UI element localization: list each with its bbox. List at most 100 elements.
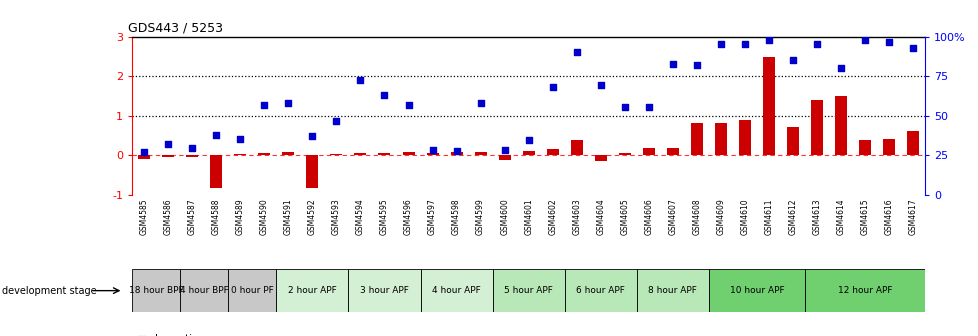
Text: GSM4609: GSM4609 xyxy=(716,199,725,235)
Text: GSM4594: GSM4594 xyxy=(356,199,365,235)
Point xyxy=(352,77,368,82)
Bar xyxy=(450,152,462,155)
Point xyxy=(545,85,560,90)
Point xyxy=(784,57,800,62)
Text: GSM4598: GSM4598 xyxy=(452,199,461,235)
Text: 3 hour APF: 3 hour APF xyxy=(360,286,409,295)
Bar xyxy=(474,152,486,155)
Text: GSM4592: GSM4592 xyxy=(307,199,317,235)
Text: GSM4601: GSM4601 xyxy=(523,199,533,235)
Point xyxy=(304,134,320,139)
Text: GSM4616: GSM4616 xyxy=(884,199,893,235)
Text: 5 hour APF: 5 hour APF xyxy=(504,286,553,295)
Point xyxy=(689,63,704,68)
Bar xyxy=(762,57,775,155)
Bar xyxy=(258,154,270,155)
Text: 8 hour APF: 8 hour APF xyxy=(647,286,696,295)
Text: GSM4600: GSM4600 xyxy=(500,199,509,235)
Bar xyxy=(618,154,630,155)
Bar xyxy=(690,123,702,155)
Point xyxy=(208,132,224,137)
Bar xyxy=(186,155,198,157)
Text: GSM4596: GSM4596 xyxy=(404,199,413,235)
Text: 10 hour APF: 10 hour APF xyxy=(729,286,783,295)
Bar xyxy=(907,131,918,155)
Bar xyxy=(834,96,846,155)
Point xyxy=(400,102,416,108)
Point xyxy=(424,147,440,153)
Bar xyxy=(132,269,180,312)
Text: GSM4606: GSM4606 xyxy=(644,199,652,235)
Bar xyxy=(738,120,750,155)
Text: GSM4589: GSM4589 xyxy=(236,199,244,235)
Bar xyxy=(330,154,342,155)
Text: ■: ■ xyxy=(137,334,148,336)
Point xyxy=(136,150,152,155)
Point xyxy=(760,37,776,43)
Bar xyxy=(708,269,804,312)
Point xyxy=(472,100,488,106)
Text: 4 hour BPF: 4 hour BPF xyxy=(180,286,229,295)
Bar xyxy=(306,155,318,188)
Point xyxy=(641,104,656,110)
Text: 12 hour APF: 12 hour APF xyxy=(837,286,891,295)
Text: GDS443 / 5253: GDS443 / 5253 xyxy=(128,22,223,34)
Bar xyxy=(276,269,348,312)
Bar xyxy=(786,127,798,155)
Text: GSM4597: GSM4597 xyxy=(427,199,436,235)
Point xyxy=(377,93,392,98)
Text: GSM4585: GSM4585 xyxy=(140,199,149,235)
Text: GSM4604: GSM4604 xyxy=(596,199,604,235)
Text: GSM4603: GSM4603 xyxy=(571,199,581,235)
Bar xyxy=(138,155,150,159)
Text: GSM4611: GSM4611 xyxy=(764,199,773,235)
Point xyxy=(712,41,728,47)
Point xyxy=(736,41,752,47)
Text: 18 hour BPF: 18 hour BPF xyxy=(129,286,183,295)
Text: GSM4595: GSM4595 xyxy=(379,199,388,235)
Text: 2 hour APF: 2 hour APF xyxy=(288,286,336,295)
Bar xyxy=(643,148,654,155)
Point xyxy=(664,61,680,67)
Text: GSM4593: GSM4593 xyxy=(332,199,340,235)
Text: 0 hour PF: 0 hour PF xyxy=(231,286,274,295)
Point xyxy=(520,137,536,142)
Bar xyxy=(882,139,894,155)
Text: GSM4615: GSM4615 xyxy=(860,199,868,235)
Point xyxy=(857,37,872,43)
Bar xyxy=(570,140,582,155)
Bar xyxy=(402,152,414,155)
Bar xyxy=(210,155,222,188)
Point xyxy=(568,49,584,55)
Bar xyxy=(666,148,678,155)
Point xyxy=(232,136,247,141)
Point xyxy=(448,149,464,154)
Bar xyxy=(498,155,511,160)
Text: log ratio: log ratio xyxy=(155,334,198,336)
Bar xyxy=(180,269,228,312)
Bar xyxy=(522,152,534,155)
Bar xyxy=(810,100,822,155)
Point xyxy=(832,65,848,71)
Bar xyxy=(282,152,294,155)
Text: GSM4605: GSM4605 xyxy=(620,199,629,235)
Bar xyxy=(421,269,492,312)
Point xyxy=(905,45,920,51)
Bar xyxy=(636,269,708,312)
Bar xyxy=(354,153,366,155)
Point xyxy=(593,82,608,88)
Bar xyxy=(234,154,246,155)
Point xyxy=(616,104,632,110)
Bar xyxy=(546,150,558,155)
Bar xyxy=(228,269,276,312)
Bar xyxy=(378,153,390,155)
Text: GSM4599: GSM4599 xyxy=(475,199,485,235)
Bar xyxy=(492,269,564,312)
Text: 6 hour APF: 6 hour APF xyxy=(576,286,625,295)
Bar xyxy=(564,269,636,312)
Text: GSM4587: GSM4587 xyxy=(188,199,197,235)
Text: GSM4602: GSM4602 xyxy=(548,199,556,235)
Text: GSM4617: GSM4617 xyxy=(908,199,916,235)
Text: 4 hour APF: 4 hour APF xyxy=(431,286,480,295)
Point xyxy=(281,100,296,106)
